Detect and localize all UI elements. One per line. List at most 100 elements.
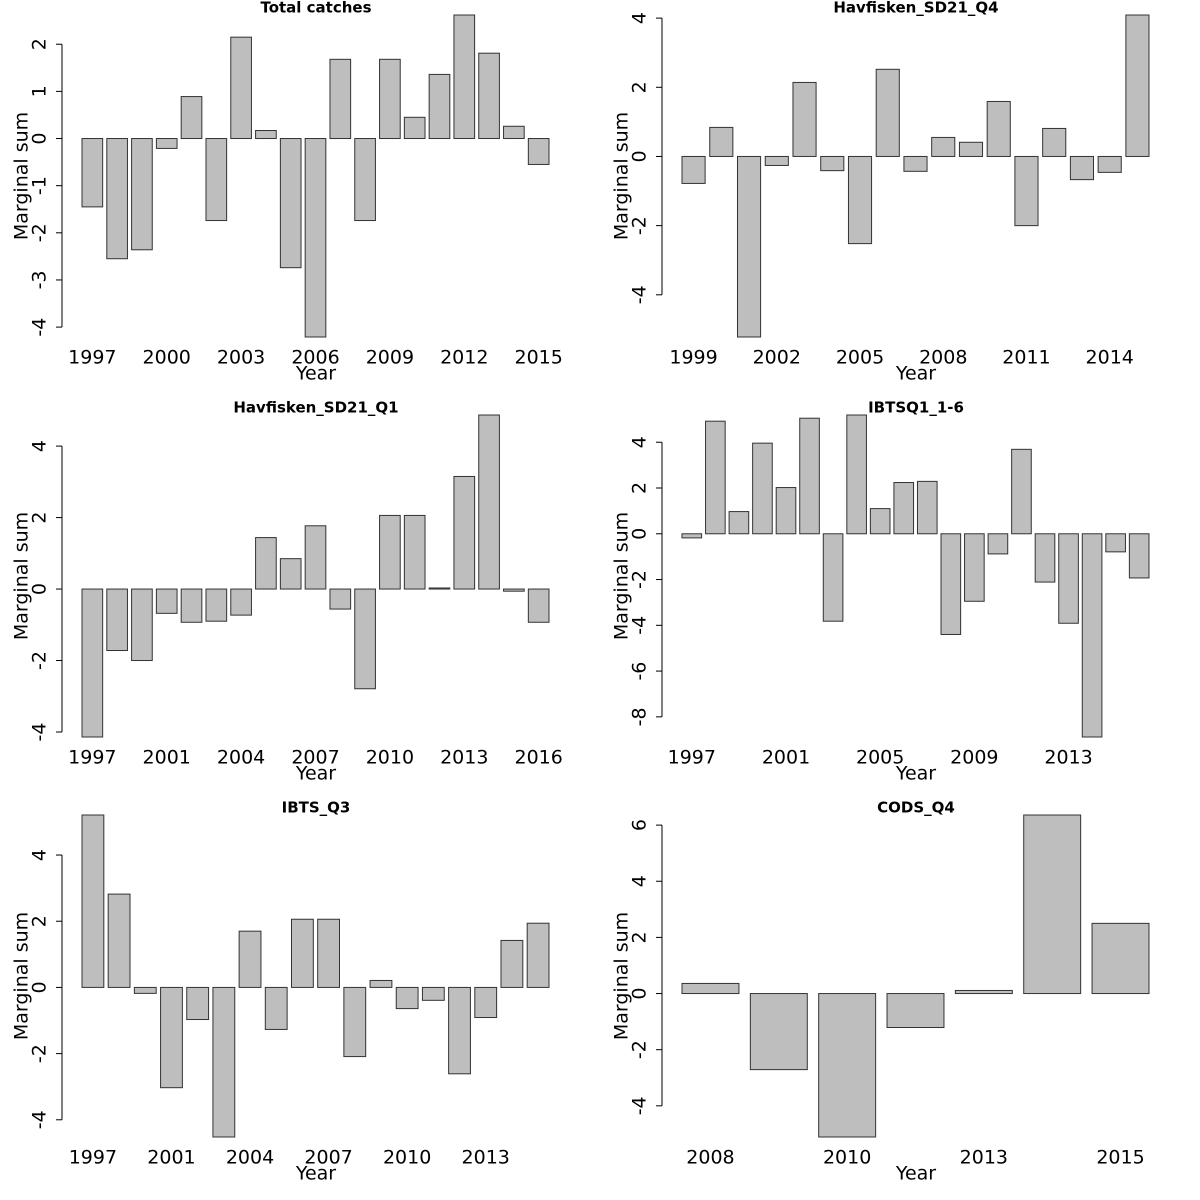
panel: Total catches -4 -3 -2 -1 0 1 2 Marginal sum 1997… (11, 0, 563, 385)
bar (343, 986, 367, 1058)
bar (180, 588, 203, 623)
chart-title: CODS_Q4 (877, 799, 955, 817)
bar (1097, 155, 1122, 173)
bar (869, 508, 891, 535)
bar (1042, 127, 1067, 157)
bar (752, 442, 773, 535)
bar (987, 533, 1009, 555)
bar (403, 116, 426, 140)
x-tick-label: 2004 (217, 747, 265, 769)
bar (986, 100, 1011, 157)
bar (279, 558, 302, 590)
bar (1081, 533, 1103, 738)
y-tick-label: -4 (629, 1096, 651, 1115)
bar (369, 979, 393, 988)
bar (329, 58, 352, 140)
bar (500, 939, 524, 988)
bar (428, 73, 451, 140)
bar (81, 814, 105, 988)
y-tick-label: 4 (29, 440, 51, 452)
bar (875, 68, 900, 157)
x-tick-label: 2013 (462, 1147, 510, 1169)
bar (160, 986, 183, 1089)
bar (681, 982, 740, 995)
bar (81, 138, 104, 208)
y-tick-label: -6 (629, 662, 651, 681)
bar (916, 480, 938, 535)
bar (131, 138, 153, 251)
x-tick-label: 2006 (291, 347, 339, 369)
bar (230, 36, 252, 140)
x-tick-label: 2004 (226, 1147, 274, 1169)
x-tick-label: 2008 (919, 347, 967, 369)
bar (1069, 155, 1095, 181)
bar (453, 14, 476, 140)
y-tick-label: -1 (29, 176, 51, 195)
bar (304, 525, 327, 590)
y-tick-label: -2 (629, 570, 651, 589)
bar (290, 918, 314, 988)
bar (255, 130, 277, 140)
x-tick-label: 1997 (69, 1147, 117, 1169)
bar (940, 533, 962, 635)
bar (527, 588, 550, 623)
x-tick-label: 2015 (1096, 1147, 1144, 1169)
bar (354, 588, 376, 690)
bar (329, 588, 352, 610)
chart-title: IBTSQ1_1-6 (868, 399, 964, 417)
panel: Havfisken_SD21_Q4 -4 -2 0 2 4 Marginal sum 1999… (611, 0, 1150, 385)
chart-title: Total catches (260, 0, 371, 17)
chart-title: Havfisken_SD21_Q4 (833, 0, 998, 17)
y-axis-label: Marginal sum (611, 512, 633, 640)
bar (1011, 448, 1032, 535)
bar (133, 986, 157, 994)
bar (709, 126, 734, 157)
x-tick-label: 2001 (143, 747, 191, 769)
bar (681, 533, 703, 539)
x-tick-label: 2001 (147, 1147, 195, 1169)
bar (279, 138, 302, 269)
panel: Havfisken_SD21_Q1 -4 -2 0 2 4 Marginal sum 1997… (11, 399, 563, 785)
y-axis-label: Marginal sum (611, 912, 633, 1040)
bar (1014, 155, 1039, 227)
bar (736, 155, 762, 338)
y-axis-label: Marginal sum (611, 112, 633, 240)
y-tick-label: 4 (629, 436, 651, 448)
x-tick-label: 1997 (68, 347, 116, 369)
x-tick-label: 2003 (217, 347, 265, 369)
x-tick-label: 2007 (304, 1147, 352, 1169)
bar (846, 414, 867, 535)
y-tick-label: 0 (29, 583, 51, 595)
bar (106, 138, 128, 260)
x-tick-label: 2010 (823, 1147, 871, 1169)
bar (847, 155, 873, 245)
x-axis-label: Year (895, 363, 936, 385)
y-tick-label: -2 (29, 223, 51, 242)
bar (886, 993, 945, 1029)
x-tick-label: 2007 (291, 747, 339, 769)
bar (1125, 14, 1150, 157)
bar (893, 482, 915, 535)
bar (775, 487, 797, 535)
bar (421, 986, 445, 1001)
bar (212, 986, 236, 1138)
bar (107, 893, 131, 988)
y-axis-label: Marginal sum (11, 512, 33, 640)
x-tick-label: 2013 (1044, 747, 1092, 769)
x-tick-label: 1997 (668, 747, 716, 769)
y-tick-label: 0 (29, 132, 51, 144)
y-tick-label: -4 (29, 1110, 51, 1129)
bar (799, 417, 820, 535)
x-tick-label: 2001 (762, 747, 810, 769)
y-tick-label: -4 (629, 285, 651, 304)
bar (255, 537, 277, 590)
x-tick-label: 1997 (68, 747, 116, 769)
bar (503, 125, 525, 140)
bar (180, 96, 203, 140)
bar (304, 138, 327, 338)
bar (792, 81, 817, 157)
bar (728, 511, 750, 535)
bar (238, 930, 262, 988)
